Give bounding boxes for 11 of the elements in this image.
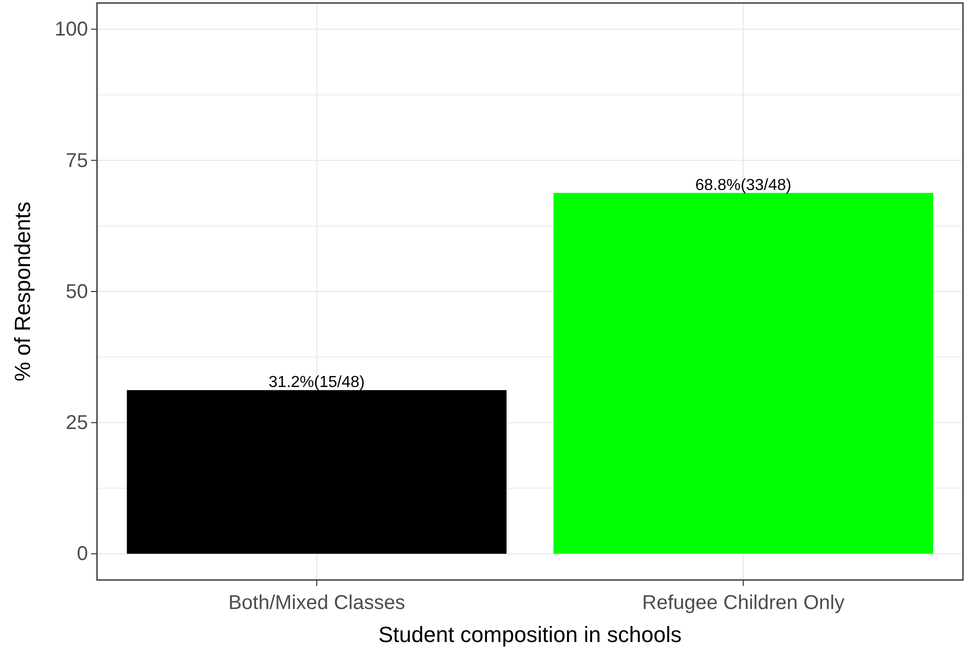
- data-label: 68.8%(33/48): [695, 176, 792, 194]
- y-tick-label: 25: [66, 412, 88, 434]
- y-tick-label: 75: [66, 150, 88, 172]
- data-label: 31.2%(15/48): [268, 374, 365, 392]
- y-axis-title: % of Respondents: [10, 202, 35, 382]
- y-tick-label: 50: [66, 280, 88, 303]
- x-axis-title: Student composition in schools: [378, 622, 682, 647]
- x-tick-label: Refugee Children Only: [642, 592, 844, 614]
- y-tick-label: 100: [54, 18, 88, 41]
- x-tick-label: Both/Mixed Classes: [228, 592, 406, 614]
- y-tick-label: 0: [76, 543, 88, 566]
